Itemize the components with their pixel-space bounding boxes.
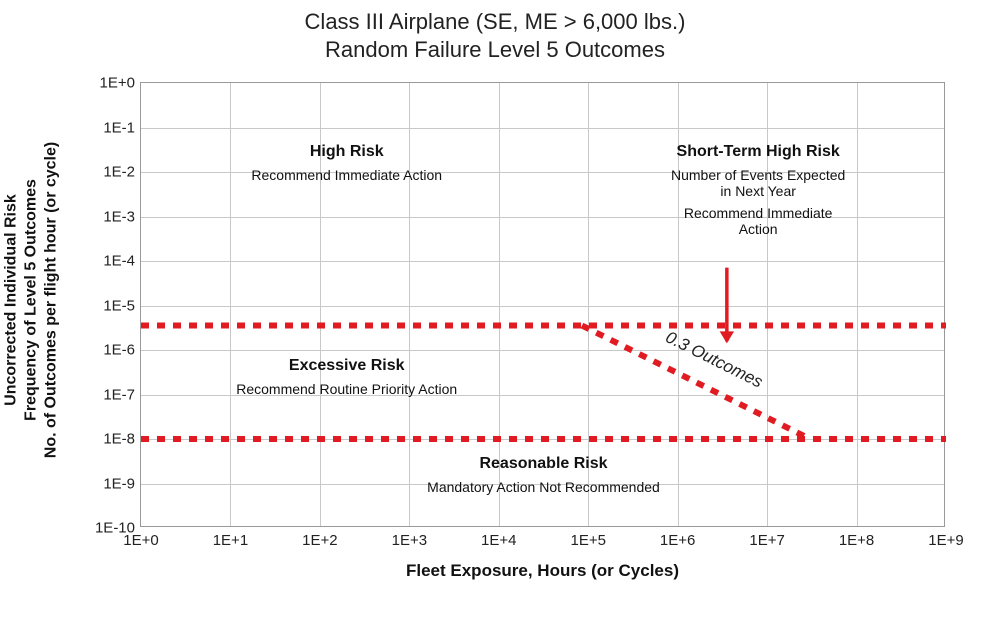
- gridline-horizontal: [141, 350, 944, 351]
- y-axis-label: Uncorrected Individual Risk Frequency of…: [2, 142, 62, 458]
- region-high-risk-subtitle: Recommend Immediate Action: [251, 167, 442, 183]
- y-tick-label: 1E-8: [103, 431, 141, 448]
- x-tick-label: 1E+6: [660, 526, 695, 549]
- region-high-risk-title: High Risk: [251, 143, 442, 161]
- y-tick-label: 1E-1: [103, 119, 141, 136]
- y-tick-label: 1E-9: [103, 475, 141, 492]
- plot-area: 1E+01E+11E+21E+31E+41E+51E+61E+71E+81E+9…: [140, 82, 945, 527]
- region-reasonable-risk: Reasonable Risk Mandatory Action Not Reco…: [427, 455, 660, 495]
- y-axis-label-line1: Uncorrected Individual Risk: [2, 142, 22, 458]
- x-tick-label: 1E+3: [392, 526, 427, 549]
- y-tick-label: 1E-10: [95, 520, 141, 537]
- x-tick-label: 1E+8: [839, 526, 874, 549]
- chart-title-line2: Random Failure Level 5 Outcomes: [0, 36, 990, 64]
- region-short-term-high-risk-subtitle: Number of Events Expected in Next Year: [665, 167, 851, 199]
- y-tick-label: 1E-3: [103, 208, 141, 225]
- y-axis-label-line2: Frequency of Level 5 Outcomes: [22, 142, 42, 458]
- region-excessive-risk-title: Excessive Risk: [236, 357, 457, 375]
- region-high-risk: High Risk Recommend Immediate Action: [251, 143, 442, 183]
- region-reasonable-risk-subtitle: Mandatory Action Not Recommended: [427, 479, 660, 495]
- y-tick-label: 1E+0: [100, 75, 141, 92]
- y-tick-label: 1E-2: [103, 164, 141, 181]
- y-tick-label: 1E-6: [103, 342, 141, 359]
- x-tick-label: 1E+5: [570, 526, 605, 549]
- x-tick-label: 1E+1: [213, 526, 248, 549]
- x-tick-label: 1E+9: [928, 526, 963, 549]
- chart-title: Class III Airplane (SE, ME > 6,000 lbs.)…: [0, 8, 990, 63]
- region-short-term-high-risk-title: Short-Term High Risk: [665, 143, 851, 161]
- gridline-horizontal: [141, 306, 944, 307]
- x-axis-label: Fleet Exposure, Hours (or Cycles): [140, 561, 945, 581]
- region-reasonable-risk-title: Reasonable Risk: [427, 455, 660, 473]
- region-short-term-high-risk: Short-Term High Risk Number of Events Exp…: [665, 143, 851, 237]
- region-excessive-risk-subtitle: Recommend Routine Priority Action: [236, 381, 457, 397]
- region-short-term-high-risk-subtitle: Recommend Immediate Action: [665, 205, 851, 237]
- y-tick-label: 1E-4: [103, 253, 141, 270]
- x-tick-label: 1E+4: [481, 526, 516, 549]
- gridline-vertical: [230, 83, 231, 526]
- chart-title-line1: Class III Airplane (SE, ME > 6,000 lbs.): [0, 8, 990, 36]
- gridline-vertical: [857, 83, 858, 526]
- chart-page: Class III Airplane (SE, ME > 6,000 lbs.)…: [0, 0, 990, 625]
- y-tick-label: 1E-7: [103, 386, 141, 403]
- x-tick-label: 1E+2: [302, 526, 337, 549]
- region-excessive-risk: Excessive Risk Recommend Routine Priority…: [236, 357, 457, 397]
- y-axis-label-line3: No. of Outcomes per flight hour (or cycl…: [42, 142, 62, 458]
- arrow-head-icon: [720, 331, 734, 343]
- gridline-horizontal: [141, 439, 944, 440]
- y-tick-label: 1E-5: [103, 297, 141, 314]
- gridline-horizontal: [141, 261, 944, 262]
- gridline-horizontal: [141, 128, 944, 129]
- x-tick-label: 1E+7: [749, 526, 784, 549]
